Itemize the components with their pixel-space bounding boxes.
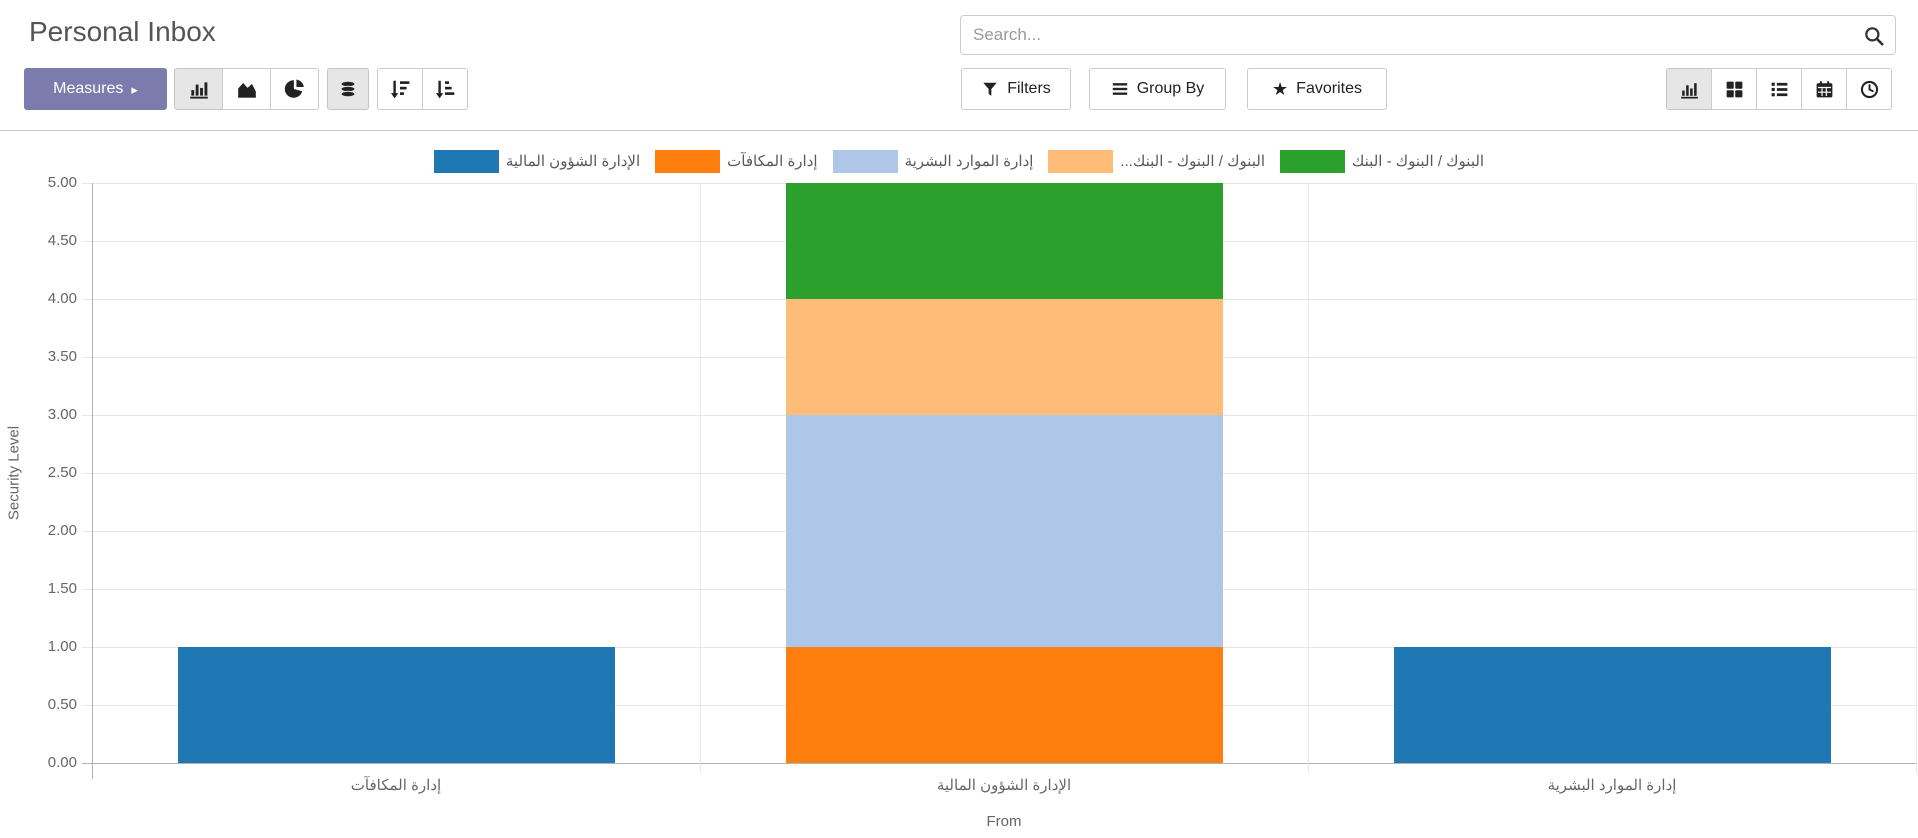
y-tick-label: 4.00 (47, 290, 77, 307)
graph-view-icon (1680, 82, 1698, 99)
legend-label: إدارة المكافآت (727, 153, 818, 170)
measures-button-label: Measures (53, 80, 124, 97)
graph-view: الإدارة الشؤون المالية إدارة المكافآت إدار… (0, 132, 1918, 838)
grid-line-vertical (1308, 183, 1309, 773)
group-by-button-label: Group By (1136, 80, 1205, 97)
legend-item[interactable]: ...البنوك / البنوك - البنك (1048, 149, 1266, 173)
view-switcher-list-button[interactable] (1756, 68, 1802, 110)
legend-label: ...البنوك / البنوك - البنك (1120, 153, 1266, 170)
area-chart-icon (237, 82, 256, 98)
sort-descending-button[interactable] (377, 68, 423, 110)
y-axis-line (92, 183, 93, 779)
x-axis-title: From (986, 813, 1022, 830)
bar-segment[interactable] (1393, 647, 1831, 763)
sort-descending-icon (390, 80, 410, 99)
list-view-icon (1771, 82, 1787, 96)
bar-chart-icon (189, 82, 208, 99)
favorites-button-label: Favorites (1296, 80, 1362, 97)
search-box (960, 15, 1896, 55)
legend-item[interactable]: البنوك / البنوك - البنك (1280, 149, 1485, 173)
filter-funnel-icon (983, 82, 997, 96)
search-input[interactable] (961, 16, 1895, 54)
sort-ascending-icon (435, 80, 455, 99)
grid-line-horizontal (82, 763, 1916, 764)
y-tick-label: 1.00 (47, 638, 77, 655)
y-tick-label: 1.50 (47, 580, 77, 597)
legend-swatch (433, 149, 499, 173)
legend-label: الإدارة الشؤون المالية (505, 153, 641, 170)
x-axis-label: الإدارة الشؤون المالية (936, 777, 1072, 794)
legend-swatch (832, 149, 898, 173)
legend-swatch (1280, 149, 1346, 173)
calendar-view-icon (1816, 80, 1832, 97)
control-panel: Personal Inbox Measures ▸ (0, 0, 1918, 131)
x-axis-label: إدارة المكافآت (350, 777, 442, 794)
legend-item[interactable]: الإدارة الشؤون المالية (433, 149, 641, 173)
stacked-toggle-button[interactable] (327, 68, 369, 110)
legend-label: البنوك / البنوك - البنك (1352, 153, 1485, 170)
legend-item[interactable]: إدارة المكافآت (655, 149, 818, 173)
filters-button-label: Filters (1007, 80, 1051, 97)
y-tick-label: 2.00 (47, 522, 77, 539)
area-chart-type-button[interactable] (222, 68, 271, 110)
y-tick-label: 2.50 (47, 464, 77, 481)
clock-icon (1860, 80, 1878, 98)
favorites-button[interactable]: ★ Favorites (1247, 68, 1387, 110)
bar-segment[interactable] (785, 183, 1223, 299)
x-axis-label: إدارة الموارد البشرية (1547, 777, 1677, 794)
legend-swatch (1048, 149, 1114, 173)
grid-line-vertical (700, 183, 701, 773)
y-tick-label: 0.00 (47, 754, 77, 771)
filters-button[interactable]: Filters (961, 68, 1071, 110)
star-icon: ★ (1272, 79, 1289, 99)
view-switcher-kanban-button[interactable] (1711, 68, 1757, 110)
grid-line-vertical (1916, 183, 1917, 773)
page-title: Personal Inbox (29, 16, 216, 47)
caret-right-icon: ▸ (131, 81, 138, 97)
sort-ascending-button[interactable] (422, 68, 468, 110)
bar-chart-type-button[interactable] (174, 68, 223, 110)
measures-button[interactable]: Measures ▸ (24, 68, 167, 110)
bar-segment[interactable] (785, 647, 1223, 763)
pie-chart-type-button[interactable] (270, 68, 319, 110)
pie-chart-icon (284, 79, 304, 98)
y-tick-label: 0.50 (47, 696, 77, 713)
legend-label: إدارة الموارد البشرية (904, 153, 1034, 170)
view-switcher-graph-button[interactable] (1666, 68, 1712, 110)
view-switcher-calendar-button[interactable] (1801, 68, 1847, 110)
stacked-icon (340, 80, 356, 98)
group-by-button[interactable]: Group By (1089, 68, 1226, 110)
search-icon[interactable] (1863, 25, 1885, 47)
group-by-bars-icon (1112, 83, 1127, 95)
y-tick-label: 3.50 (47, 348, 77, 365)
bar-segment[interactable] (177, 647, 615, 763)
legend-item[interactable]: إدارة الموارد البشرية (832, 149, 1034, 173)
view-switcher-activity-button[interactable] (1846, 68, 1892, 110)
bar-segment[interactable] (785, 415, 1223, 647)
kanban-view-icon (1726, 81, 1742, 97)
legend-swatch (655, 149, 721, 173)
bar-segment[interactable] (785, 299, 1223, 415)
y-tick-label: 3.00 (47, 406, 77, 423)
y-tick-label: 5.00 (47, 174, 77, 191)
y-tick-label: 4.50 (47, 232, 77, 249)
chart-legend: الإدارة الشؤون المالية إدارة المكافآت إدار… (0, 148, 1918, 174)
